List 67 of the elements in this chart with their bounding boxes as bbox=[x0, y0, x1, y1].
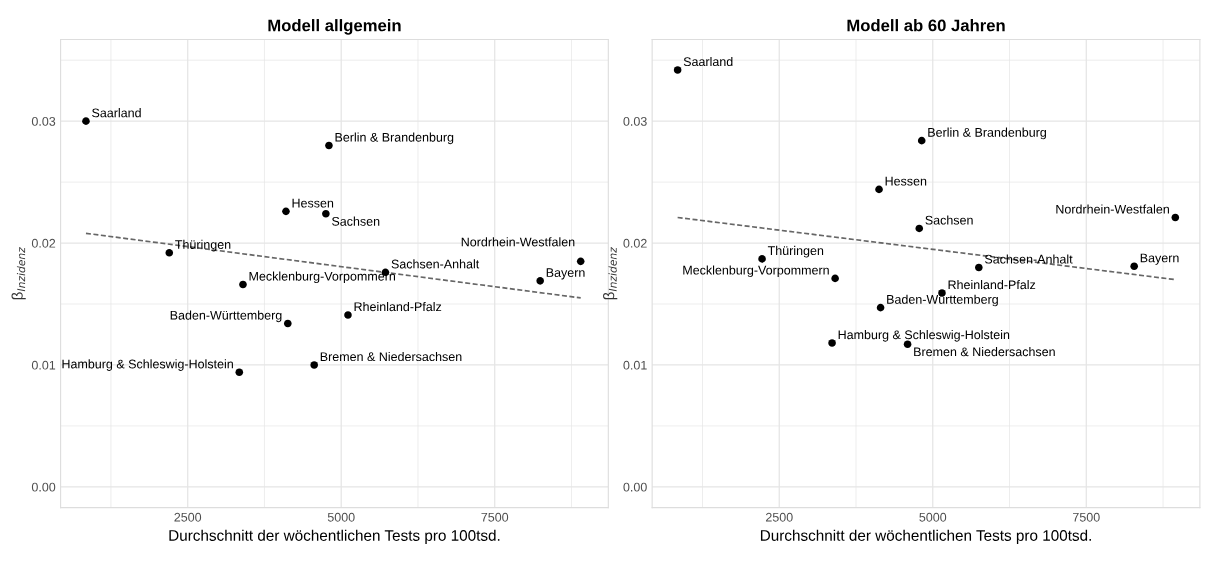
point bbox=[310, 361, 319, 369]
x-tick-label: 7500 bbox=[481, 512, 509, 522]
annotation: Baden-Württemberg bbox=[887, 294, 998, 307]
point bbox=[1130, 262, 1138, 271]
annotation: Hessen bbox=[885, 176, 927, 186]
point bbox=[1171, 213, 1180, 222]
x-tick-label: 7500 bbox=[1073, 512, 1100, 522]
annotation: Saarland bbox=[92, 108, 141, 118]
y-tick-label: 0.03 bbox=[623, 116, 647, 126]
annotation: Bremen & Niedersachsen bbox=[320, 351, 462, 362]
annotation: Rheinland-Pfalz bbox=[354, 301, 442, 312]
annotation: Bayern bbox=[546, 268, 585, 280]
y-axis-title: β$_{Inzidenz}$ bbox=[11, 247, 26, 300]
annotation: Sachsen-Anhalt bbox=[391, 259, 480, 269]
point bbox=[165, 249, 174, 257]
point bbox=[915, 224, 924, 233]
chart-title: Modell ab 60 Jahren bbox=[847, 19, 1005, 32]
point bbox=[831, 274, 839, 283]
point bbox=[828, 339, 836, 347]
annotation: Sachsen bbox=[925, 215, 973, 225]
point bbox=[82, 117, 90, 125]
point bbox=[975, 263, 983, 272]
point bbox=[235, 368, 244, 377]
annotation: Thüringen bbox=[175, 239, 231, 252]
annotation: Mecklenburg-Vorpommern bbox=[683, 265, 829, 278]
point bbox=[875, 185, 883, 194]
x-tick-label: 5000 bbox=[919, 512, 947, 522]
point bbox=[917, 136, 926, 145]
chart-title: Modell allgemein bbox=[268, 19, 401, 35]
x-tick-label: 2500 bbox=[765, 512, 793, 522]
annotation: Bayern bbox=[1140, 253, 1179, 265]
annotation: Berlin & Brandenburg bbox=[335, 132, 454, 145]
annotation: Hamburg & Schleswig-Holstein bbox=[62, 359, 233, 371]
x-axis-title: Durchschnitt der wöchentlichen Tests pro 100tsd. bbox=[760, 529, 1091, 544]
point bbox=[876, 303, 885, 312]
x-axis-title: Durchschnitt der wöchentlichen Tests pro 100tsd. bbox=[169, 529, 500, 544]
annotation: Thüringen bbox=[767, 245, 824, 258]
y-tick-label: 0.00 bbox=[31, 482, 56, 492]
point bbox=[576, 257, 585, 266]
point bbox=[536, 277, 544, 285]
point bbox=[282, 207, 290, 216]
point bbox=[673, 66, 682, 74]
y-tick-label: 0.01 bbox=[31, 360, 56, 370]
annotation: Nordrhein-Westfalen bbox=[461, 237, 575, 247]
annotation: Hamburg & Schleswig-Holstein bbox=[838, 329, 1010, 342]
y-tick-label: 0.02 bbox=[623, 238, 647, 248]
x-tick-label: 2500 bbox=[174, 512, 202, 522]
point bbox=[344, 311, 352, 319]
point bbox=[758, 255, 766, 263]
annotation: Berlin & Brandenburg bbox=[928, 127, 1046, 140]
annotation: Rheinland-Pfalz bbox=[948, 280, 1036, 290]
point bbox=[325, 141, 333, 150]
y-tick-label: 0.01 bbox=[623, 360, 647, 370]
annotation: Saarland bbox=[683, 56, 733, 67]
y-axis-title: β$_{Inzidenz}$ bbox=[603, 247, 618, 300]
annotation: Bremen & Niedersachsen bbox=[914, 347, 1055, 357]
y-tick-label: 0.02 bbox=[31, 238, 56, 248]
x-tick-label: 5000 bbox=[327, 512, 355, 522]
point bbox=[283, 319, 292, 328]
y-tick-label: 0.03 bbox=[31, 116, 56, 126]
point bbox=[322, 210, 330, 218]
annotation: Baden-Württemberg bbox=[170, 310, 282, 323]
annotation: Sachsen bbox=[331, 216, 380, 226]
y-tick-label: 0.00 bbox=[623, 482, 647, 492]
annotation: Hessen bbox=[292, 198, 334, 208]
point bbox=[239, 280, 247, 289]
annotation: Nordrhein-Westfalen bbox=[1056, 204, 1169, 214]
